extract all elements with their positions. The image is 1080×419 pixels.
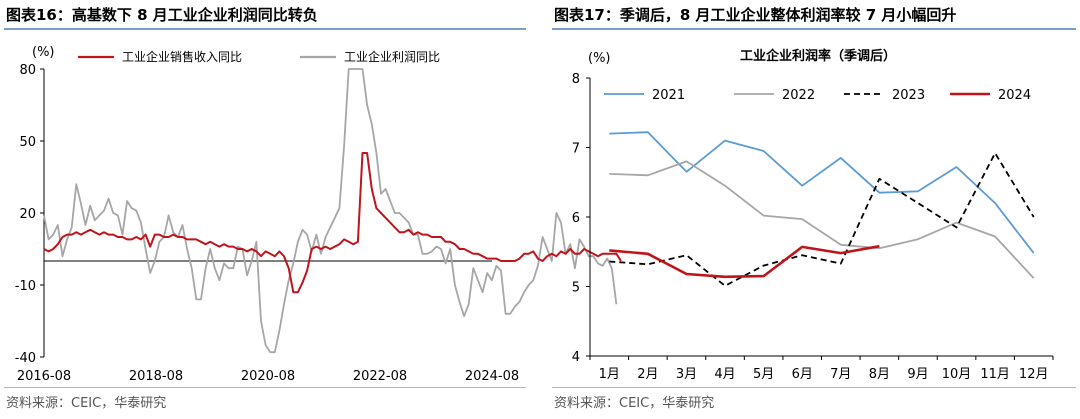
source-note: 资料来源：CEIC，华泰研究 [6,396,167,411]
figure-title: 图表16：高基数下 8 月工业企业利润同比转负 [6,6,318,24]
line-chart-profit-yoy: (%) 80 50 20 -10 -40 2016-08 2018-08 2020-08 2022… [15,45,622,384]
y-tick-label: 20 [19,207,36,222]
series-line [43,152,622,294]
title-divider [4,28,526,30]
line-chart-profit-margin: 工业企业利润率（季调后） (%) 8 7 6 5 4 1月 2月 3月 4月 5月 6月 7月 8月 9月 10… [572,48,1054,382]
x-tick-label: 1月 [599,367,620,382]
x-tick-label: 2022-08 [353,369,407,384]
legend-label: 2021 [652,88,685,103]
series-line [609,244,880,279]
y-tick-label: 7 [572,142,580,157]
x-tick-label: 2016-08 [17,369,71,384]
chart-panel-left: 图表16：高基数下 8 月工业企业利润同比转负 (%) 80 50 20 -10 -40 2… [0,0,622,419]
series-line [609,131,1035,254]
legend-label: 工业企业利润同比 [344,49,440,64]
title-divider [552,28,1076,30]
source-divider [552,387,1076,388]
figure-title: 图表17：季调后，8 月工业企业整体利润率较 7 月小幅回升 [554,6,957,24]
y-tick-label: -10 [15,279,36,294]
chart-panel-right: 图表17：季调后，8 月工业企业整体利润率较 7 月小幅回升 工业企业利润率（季… [548,0,1080,419]
y-tick-label: 8 [572,72,580,87]
x-tick-label: 2018-08 [129,369,183,384]
y-axis-unit-label: (%) [32,45,55,60]
y-tick-label: 50 [19,135,36,150]
legend-label: 2024 [998,88,1031,103]
x-tick-label: 12月 [1019,367,1049,382]
x-tick-label: 11月 [980,367,1010,382]
legend-label: 2022 [782,88,815,103]
y-tick-label: 6 [572,211,580,226]
x-tick-label: 8月 [869,367,890,382]
x-tick-label: 7月 [830,367,851,382]
y-tick-label: 80 [19,63,36,78]
chart-inner-title: 工业企业利润率（季调后） [740,48,896,64]
x-tick-label: 2020-08 [241,369,295,384]
x-tick-label: 2月 [637,367,658,382]
series-line [609,152,1035,287]
source-note: 资料来源：CEIC，华泰研究 [554,396,715,411]
x-tick-label: 10月 [942,367,972,382]
x-tick-label: 9月 [907,367,928,382]
y-axis-unit-label: (%) [588,51,611,66]
legend-label: 2023 [892,88,925,103]
x-tick-label: 2024-08 [465,369,519,384]
x-tick-label: 5月 [753,367,774,382]
y-tick-label: 4 [572,350,580,365]
y-tick-label: 5 [572,281,580,296]
x-tick-label: 6月 [792,367,813,382]
y-tick-label: -40 [15,351,36,366]
series-line [609,160,1035,279]
legend-label: 工业企业销售收入同比 [122,49,242,64]
source-divider [4,387,526,388]
x-tick-label: 3月 [676,367,697,382]
x-tick-label: 4月 [714,367,735,382]
series-line [43,68,618,354]
